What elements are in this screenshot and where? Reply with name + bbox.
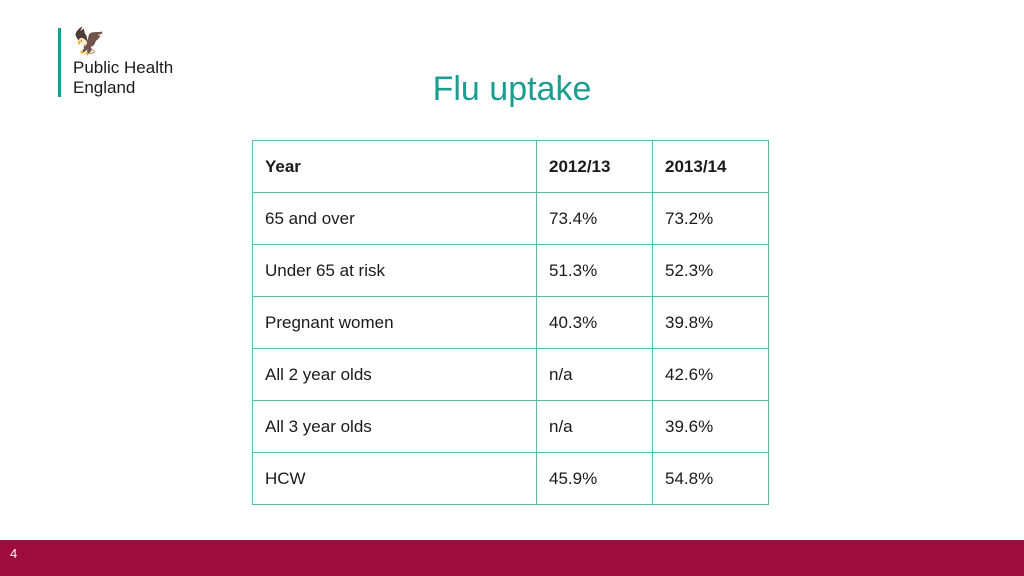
- flu-uptake-table: Year 2012/13 2013/14 65 and over 73.4% 7…: [252, 140, 769, 505]
- row-1-label: Under 65 at risk: [253, 245, 537, 297]
- row-0-label: 65 and over: [253, 193, 537, 245]
- row-3-y1: n/a: [537, 349, 653, 401]
- row-0-y1: 73.4%: [537, 193, 653, 245]
- footer-bar: 4: [0, 540, 1024, 576]
- row-4-label: All 3 year olds: [253, 401, 537, 453]
- table-row: All 2 year olds n/a 42.6%: [253, 349, 769, 401]
- row-3-label: All 2 year olds: [253, 349, 537, 401]
- table-row: 65 and over 73.4% 73.2%: [253, 193, 769, 245]
- row-5-y1: 45.9%: [537, 453, 653, 505]
- slide-container: 🦅 Public Health England Flu uptake Year …: [0, 0, 1024, 576]
- col-header-y1: 2012/13: [537, 141, 653, 193]
- table-row: HCW 45.9% 54.8%: [253, 453, 769, 505]
- page-title: Flu uptake: [0, 70, 1024, 109]
- table-row: All 3 year olds n/a 39.6%: [253, 401, 769, 453]
- row-0-y2: 73.2%: [653, 193, 769, 245]
- row-3-y2: 42.6%: [653, 349, 769, 401]
- row-2-label: Pregnant women: [253, 297, 537, 349]
- row-4-y2: 39.6%: [653, 401, 769, 453]
- row-1-y2: 52.3%: [653, 245, 769, 297]
- page-number: 4: [10, 546, 17, 561]
- row-2-y2: 39.8%: [653, 297, 769, 349]
- table-header-row: Year 2012/13 2013/14: [253, 141, 769, 193]
- row-1-y1: 51.3%: [537, 245, 653, 297]
- row-5-label: HCW: [253, 453, 537, 505]
- row-5-y2: 54.8%: [653, 453, 769, 505]
- flu-uptake-table-wrap: Year 2012/13 2013/14 65 and over 73.4% 7…: [252, 140, 768, 505]
- col-header-year: Year: [253, 141, 537, 193]
- row-4-y1: n/a: [537, 401, 653, 453]
- table-row: Pregnant women 40.3% 39.8%: [253, 297, 769, 349]
- row-2-y1: 40.3%: [537, 297, 653, 349]
- crest-icon: 🦅: [73, 28, 103, 54]
- table-row: Under 65 at risk 51.3% 52.3%: [253, 245, 769, 297]
- col-header-y2: 2013/14: [653, 141, 769, 193]
